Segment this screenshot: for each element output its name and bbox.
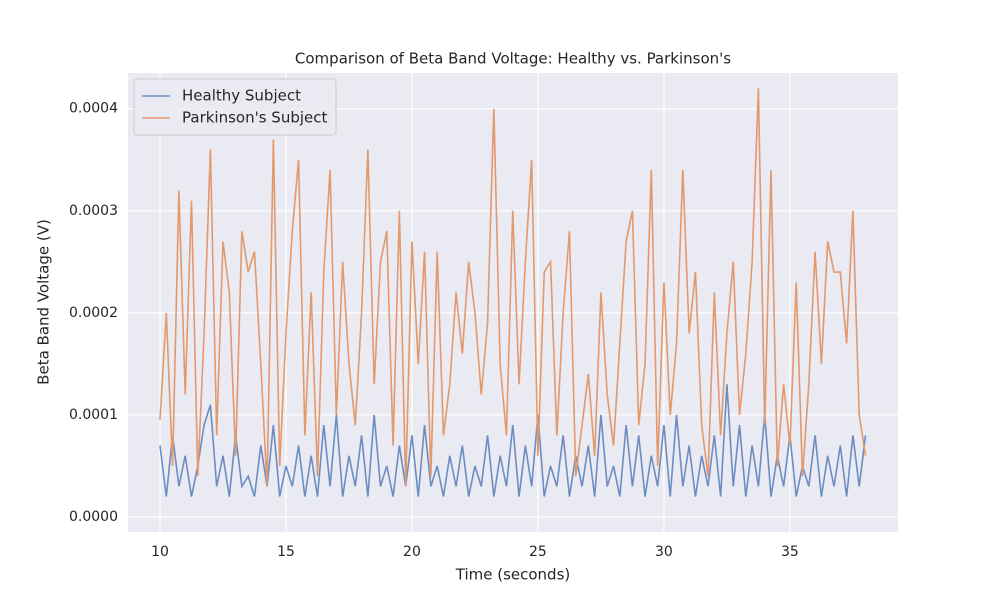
x-tick-label: 15 — [277, 544, 295, 560]
lines — [159, 88, 867, 497]
x-tick-label: 20 — [403, 544, 421, 560]
chart-title: Comparison of Beta Band Voltage: Healthy… — [295, 50, 731, 68]
y-tick-label: 0.0000 — [69, 509, 118, 525]
y-tick-label: 0.0002 — [69, 305, 118, 321]
y-tick-label: 0.0003 — [69, 203, 118, 219]
x-tick-label: 35 — [781, 544, 799, 560]
y-axis-label: Beta Band Voltage (V) — [35, 219, 53, 385]
legend-label: Healthy Subject — [182, 87, 301, 105]
y-tick-label: 0.0001 — [69, 407, 118, 423]
series-line — [159, 384, 867, 497]
x-tick-label: 30 — [655, 544, 673, 560]
x-axis-label: Time (seconds) — [455, 566, 571, 584]
plot-area — [128, 73, 898, 532]
x-tick-label: 10 — [151, 544, 169, 560]
series-line — [159, 88, 867, 487]
x-tick-label: 25 — [529, 544, 547, 560]
y-tick-label: 0.0004 — [69, 101, 118, 117]
legend-label: Parkinson's Subject — [182, 109, 327, 127]
legend: Healthy Subject Parkinson's Subject — [133, 78, 337, 136]
legend-box — [133, 78, 337, 136]
